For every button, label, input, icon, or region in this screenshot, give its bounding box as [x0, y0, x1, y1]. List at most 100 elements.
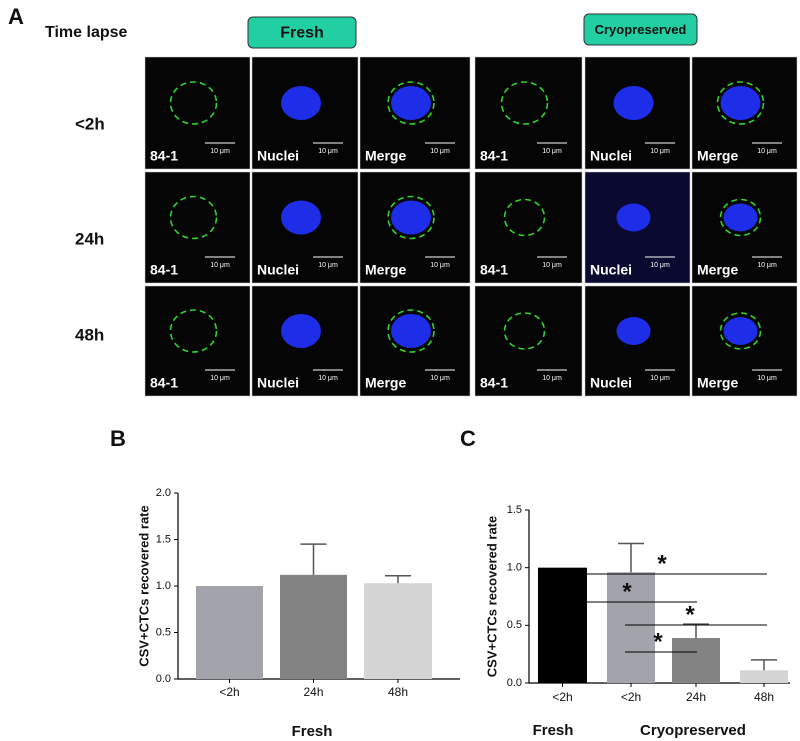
y-tick-label: 0.0	[156, 673, 171, 685]
x-axis-label: Fresh	[292, 723, 333, 740]
channel-label: 84-1	[150, 375, 178, 391]
scale-label: 10 μm	[210, 375, 230, 382]
scale-label: 10 μm	[650, 262, 670, 269]
nucleus	[391, 200, 431, 235]
panel-label: C	[460, 426, 476, 451]
y-axis-label: CSV+CTCs recovered rate	[484, 516, 499, 678]
scale-label: 10 μm	[650, 375, 670, 382]
channel-label: Nuclei	[257, 148, 299, 164]
channel-label: Merge	[365, 262, 406, 278]
group-label: Fresh	[533, 722, 574, 739]
significance-mark: *	[653, 628, 663, 655]
panel-label: A	[8, 4, 24, 29]
channel-label: Nuclei	[257, 375, 299, 391]
membrane	[503, 198, 546, 237]
membrane	[169, 309, 218, 353]
channel-label: Merge	[697, 375, 738, 391]
bar	[196, 586, 263, 679]
y-tick-label: 0.5	[156, 626, 171, 638]
scale-label: 10 μm	[318, 148, 338, 155]
nucleus	[723, 317, 758, 345]
membrane	[716, 81, 765, 125]
channel-label: 84-1	[150, 262, 178, 278]
significance-mark: *	[685, 601, 695, 628]
channel-label: Nuclei	[257, 262, 299, 278]
significance-mark: *	[622, 578, 632, 605]
x-tick-label: 24h	[686, 690, 706, 704]
membrane	[500, 81, 549, 125]
micrograph	[144, 56, 251, 170]
scale-label: 10 μm	[650, 148, 670, 155]
micrograph	[474, 285, 583, 397]
micrograph	[474, 56, 583, 170]
nucleus	[281, 200, 321, 235]
x-tick-label: <2h	[552, 690, 572, 704]
channel-label: Nuclei	[590, 148, 632, 164]
scale-label: 10 μm	[210, 148, 230, 155]
nucleus	[616, 203, 651, 232]
group-box	[583, 13, 698, 46]
y-tick-label: 1.0	[156, 580, 171, 592]
bar	[740, 670, 788, 683]
channel-label: 84-1	[480, 375, 508, 391]
x-tick-label: <2h	[219, 685, 239, 699]
x-tick-label: 24h	[303, 685, 323, 699]
group-box	[247, 16, 357, 49]
channel-label: Merge	[697, 148, 738, 164]
bar	[538, 567, 587, 683]
scale-label: 10 μm	[542, 262, 562, 269]
panel-label: B	[110, 426, 126, 451]
scale-label: 10 μm	[318, 262, 338, 269]
y-tick-label: 1.0	[507, 562, 522, 574]
group-title: Cryopreserved	[595, 22, 687, 37]
nucleus	[720, 86, 761, 120]
scale-label: 10 μm	[318, 375, 338, 382]
channel-label: 84-1	[480, 148, 508, 164]
scale-label: 10 μm	[430, 148, 450, 155]
channel-label: Merge	[697, 262, 738, 278]
bar	[672, 638, 720, 683]
row-label: 48h	[75, 325, 104, 344]
membrane	[387, 195, 435, 240]
scale-label: 10 μm	[542, 375, 562, 382]
scale-label: 10 μm	[757, 148, 777, 155]
nucleus	[281, 314, 321, 348]
y-tick-label: 1.5	[507, 504, 522, 516]
micrograph	[359, 56, 471, 170]
channel-label: Merge	[365, 375, 406, 391]
membrane	[387, 81, 435, 125]
nucleus	[391, 86, 431, 120]
bar	[364, 583, 432, 679]
channel-label: 84-1	[480, 262, 508, 278]
scale-label: 10 μm	[430, 262, 450, 269]
scale-label: 10 μm	[430, 375, 450, 382]
scale-label: 10 μm	[542, 148, 562, 155]
scale-label: 10 μm	[210, 262, 230, 269]
nucleus	[391, 314, 431, 348]
significance-mark: *	[657, 550, 667, 577]
channel-label: Nuclei	[590, 262, 632, 278]
x-tick-label: 48h	[388, 685, 408, 699]
scale-label: 10 μm	[757, 262, 777, 269]
nucleus	[613, 86, 654, 120]
row-label: 24h	[75, 229, 104, 248]
channel-label: 84-1	[150, 148, 178, 164]
y-tick-label: 2.0	[156, 487, 171, 499]
membrane	[719, 198, 762, 237]
membrane	[719, 312, 762, 350]
group-label: Cryopreserved	[640, 722, 746, 739]
scale-label: 10 μm	[757, 375, 777, 382]
micrograph	[144, 285, 251, 397]
channel-label: Merge	[365, 148, 406, 164]
bar	[607, 572, 655, 683]
channel-label: Nuclei	[590, 375, 632, 391]
group-title: Fresh	[280, 25, 324, 42]
nucleus	[616, 317, 651, 345]
time-label: Time lapse	[45, 24, 128, 41]
bar	[280, 574, 347, 679]
y-tick-label: 0.0	[507, 677, 522, 689]
membrane	[387, 309, 435, 353]
x-tick-label: <2h	[621, 690, 641, 704]
y-axis-label: CSV+CTCs recovered rate	[136, 505, 151, 667]
membrane	[503, 312, 546, 350]
